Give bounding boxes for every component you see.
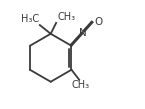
Text: H₃C: H₃C bbox=[21, 14, 39, 24]
Text: O: O bbox=[94, 17, 102, 27]
Text: CH₃: CH₃ bbox=[57, 12, 75, 22]
Text: CH₃: CH₃ bbox=[71, 80, 89, 90]
Text: N: N bbox=[79, 28, 87, 38]
